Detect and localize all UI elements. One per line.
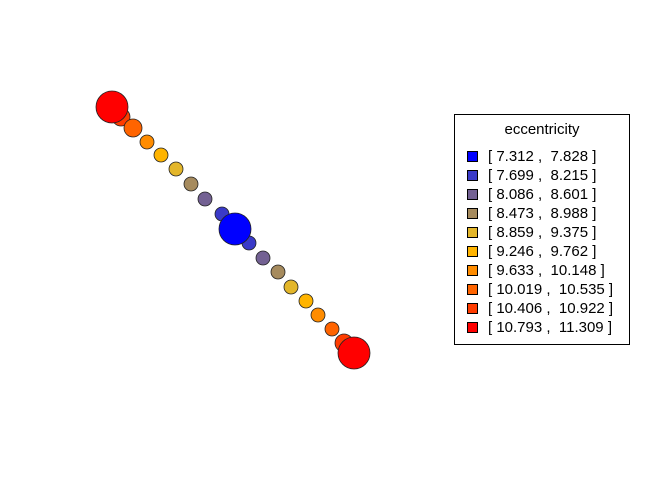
graph-node	[298, 293, 314, 309]
graph-node	[270, 264, 286, 280]
legend-item: [ 10.019 , 10.535 ]	[467, 280, 613, 299]
legend-title: eccentricity	[504, 121, 580, 138]
graph-node	[255, 250, 271, 266]
legend-label: [ 7.699 , 8.215 ]	[488, 167, 597, 184]
legend-swatch	[467, 265, 478, 276]
legend-label: [ 9.246 , 9.762 ]	[488, 243, 597, 260]
graph-node	[153, 147, 169, 163]
legend-label: [ 8.086 , 8.601 ]	[488, 186, 597, 203]
legend-item: [ 10.406 , 10.922 ]	[467, 299, 613, 318]
legend-item: [ 8.859 , 9.375 ]	[467, 223, 613, 242]
graph-node	[310, 307, 326, 323]
legend-swatch	[467, 151, 478, 162]
graph-node	[183, 176, 199, 192]
graph-node	[197, 191, 213, 207]
legend-item: [ 9.633 , 10.148 ]	[467, 261, 613, 280]
legend-item: [ 9.246 , 9.762 ]	[467, 242, 613, 261]
graph-node	[123, 118, 143, 138]
graph-node	[95, 90, 129, 124]
graph-node	[337, 336, 371, 370]
legend-label: [ 7.312 , 7.828 ]	[488, 148, 597, 165]
graph-node	[168, 161, 184, 177]
legend-item: [ 7.699 , 8.215 ]	[467, 166, 613, 185]
legend-swatch	[467, 170, 478, 181]
legend-label: [ 8.473 , 8.988 ]	[488, 205, 597, 222]
graph-node	[218, 212, 252, 246]
graph-node	[324, 321, 340, 337]
legend-label: [ 9.633 , 10.148 ]	[488, 262, 605, 279]
legend-item: [ 10.793 , 11.309 ]	[467, 318, 613, 337]
legend-swatch	[467, 208, 478, 219]
legend-swatch	[467, 322, 478, 333]
nodes-layer	[95, 90, 371, 370]
legend-items: [ 7.312 , 7.828 ] [ 7.699 , 8.215 ] [ 8.…	[467, 147, 613, 337]
legend-item: [ 8.086 , 8.601 ]	[467, 185, 613, 204]
legend-swatch	[467, 189, 478, 200]
legend-label: [ 10.406 , 10.922 ]	[488, 300, 614, 317]
graph-node	[139, 134, 155, 150]
legend-swatch	[467, 246, 478, 257]
legend-swatch	[467, 303, 478, 314]
legend-item: [ 8.473 , 8.988 ]	[467, 204, 613, 223]
legend-item: [ 7.312 , 7.828 ]	[467, 147, 613, 166]
graph-node	[283, 279, 299, 295]
legend: eccentricity [ 7.312 , 7.828 ] [ 7.699 ,…	[454, 114, 630, 345]
legend-swatch	[467, 227, 478, 238]
legend-label: [ 8.859 , 9.375 ]	[488, 224, 597, 241]
legend-label: [ 10.793 , 11.309 ]	[488, 319, 612, 336]
legend-label: [ 10.019 , 10.535 ]	[488, 281, 614, 298]
legend-swatch	[467, 284, 478, 295]
